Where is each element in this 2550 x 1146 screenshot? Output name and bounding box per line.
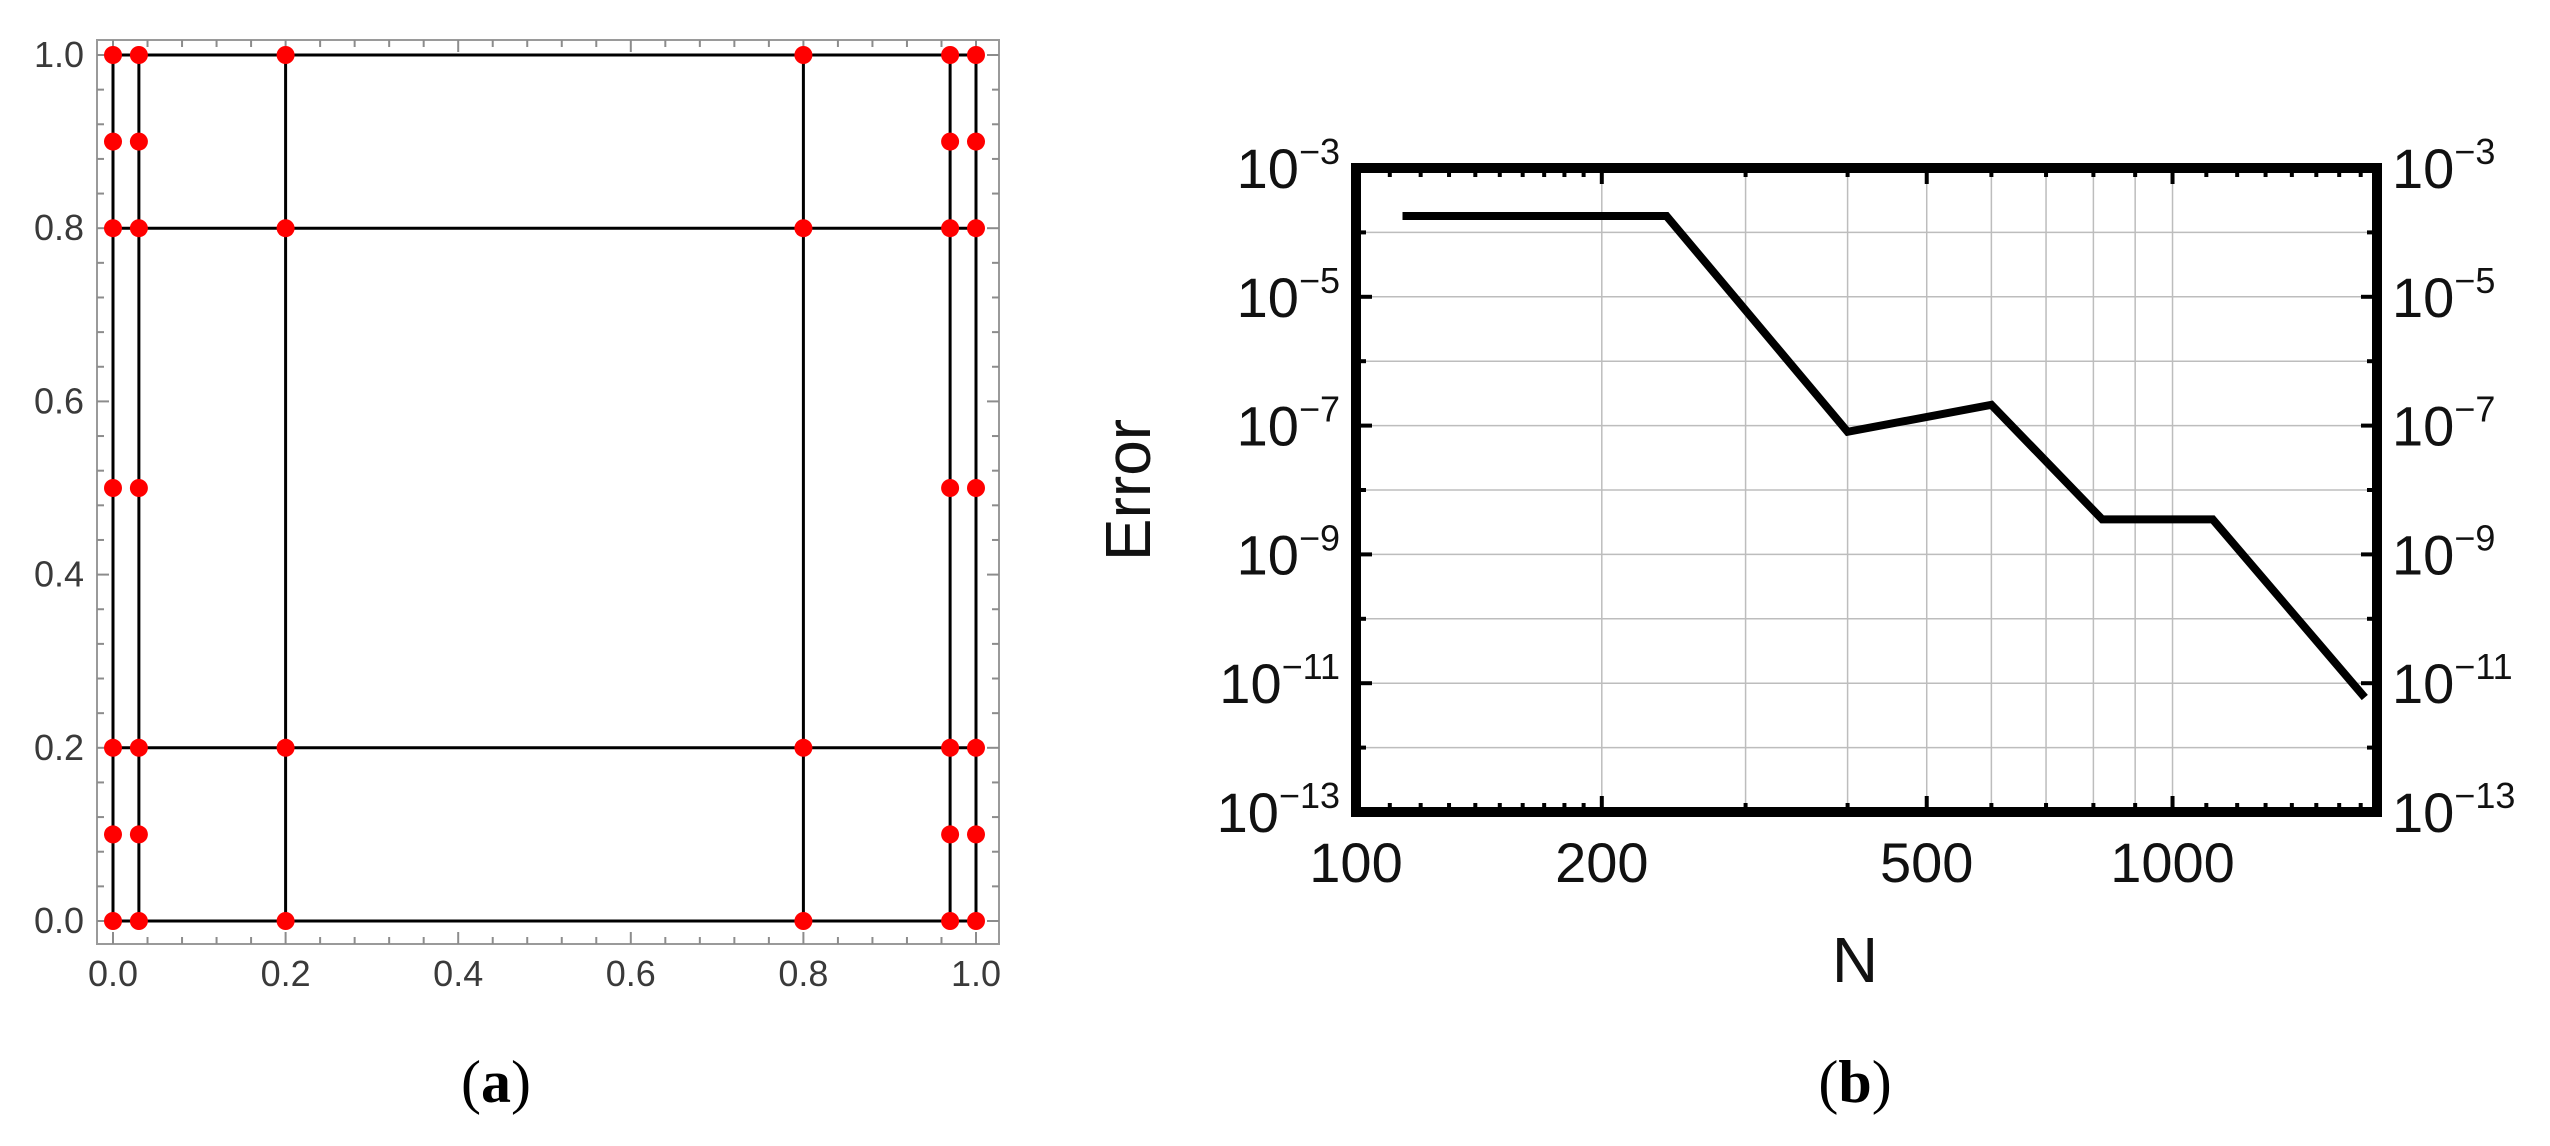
- panel-b-x-tick-label: 200: [1555, 831, 1648, 894]
- panel-a-mesh-point: [276, 738, 295, 757]
- panel-a-mesh-point: [104, 912, 122, 930]
- panel-a-minor-ticks: [97, 40, 999, 944]
- panel-b-y-tick-label-right: 10−7: [2392, 389, 2495, 458]
- panel-a-mesh-point: [129, 825, 148, 844]
- panel-b-x-axis-label: N: [1832, 924, 1878, 996]
- panel-a-mesh-point: [129, 738, 148, 757]
- panel-b-y-tick-labels-left: 10−13 10−11 10−9 10−7 10−5 10−3: [1217, 131, 1340, 844]
- panel-a-x-tick-label: 0.2: [261, 953, 311, 994]
- panel-a-mesh-point: [941, 46, 960, 64]
- panel-b-y-tick-label-left: 10−3: [1237, 131, 1340, 200]
- panel-b-grid: [1356, 168, 2377, 812]
- panel-a-mesh-point: [104, 219, 122, 238]
- panel-a-mesh-lines: [111, 53, 978, 923]
- panel-b-label: (b): [1818, 1049, 1891, 1115]
- panel-b-x-tick-label: 100: [1309, 831, 1402, 894]
- panel-a-label: (a): [461, 1049, 531, 1115]
- panel-a-y-tick-label: 0.6: [34, 380, 84, 421]
- panel-a-y-tick-label: 0.0: [34, 900, 84, 941]
- panel-b-y-tick-label-left: 10−7: [1237, 389, 1340, 458]
- panel-a-x-tick-label: 0.4: [433, 953, 483, 994]
- panel-a-mesh-point: [104, 46, 122, 64]
- panel-b-y-tick-label-left: 10−9: [1237, 517, 1340, 586]
- panel-a-mesh-point: [129, 479, 148, 497]
- panel-a-mesh-point: [129, 219, 148, 238]
- panel-a-y-tick-label: 0.4: [34, 554, 84, 595]
- panel-b-y-tick-label-right: 10−9: [2392, 517, 2495, 586]
- panel-a-mesh-point: [967, 912, 985, 930]
- panel-a-mesh-point: [967, 825, 985, 844]
- panel-a-mesh-point: [967, 132, 985, 151]
- panel-a-y-tick-label: 0.2: [34, 727, 84, 768]
- panel-a-mesh-point: [104, 132, 122, 151]
- panel-b-y-axis-label: Error: [1092, 419, 1164, 561]
- panel-a-x-tick-labels: 0.0 0.2 0.4 0.6 0.8 1.0: [88, 953, 1001, 994]
- panel-a-mesh-point: [129, 46, 148, 64]
- panel-a-mesh-point: [276, 219, 295, 238]
- panel-a-mesh-point: [104, 738, 122, 757]
- panel-a-mesh-point: [794, 738, 813, 757]
- panel-a-x-tick-label: 0.6: [606, 953, 656, 994]
- panel-a-mesh-point: [941, 825, 960, 844]
- panel-a-mesh-point: [794, 46, 813, 64]
- panel-b-x-tick-label: 500: [1880, 831, 1973, 894]
- panel-a-mesh-plot: 0.0 0.2 0.4 0.6 0.8 1.0 0.0 0.2 0.4 0.6 0.8 1.0 (a…: [34, 34, 1001, 1115]
- panel-b-y-tick-label-left: 10−5: [1237, 260, 1340, 329]
- panel-a-mesh-point: [941, 738, 960, 757]
- panel-a-y-tick-label: 0.8: [34, 207, 84, 248]
- panel-a-mesh-point: [104, 479, 122, 497]
- panel-b-y-tick-label-left: 10−11: [1219, 646, 1340, 715]
- panel-a-mesh-point: [967, 46, 985, 64]
- panel-a-mesh-point: [967, 479, 985, 497]
- panel-a-mesh-point: [967, 738, 985, 757]
- panel-b-y-tick-label-right: 10−13: [2392, 775, 2515, 844]
- panel-a-mesh-point: [276, 912, 295, 930]
- panel-a-mesh-point: [941, 912, 960, 930]
- panel-a-x-tick-label: 0.0: [88, 953, 138, 994]
- panel-a-mesh-point: [104, 825, 122, 844]
- panel-a-x-tick-label: 0.8: [778, 953, 828, 994]
- panel-a-y-tick-label: 1.0: [34, 34, 84, 75]
- panel-b-frame: [1351, 163, 2382, 817]
- panel-a-mesh-point: [794, 912, 813, 930]
- panel-b-y-tick-label-right: 10−11: [2392, 646, 2513, 715]
- panel-a-y-tick-labels: 0.0 0.2 0.4 0.6 0.8 1.0: [34, 34, 84, 941]
- panel-b-error-series: [1402, 212, 2368, 701]
- panel-a-mesh-point: [941, 479, 960, 497]
- panel-b-y-tick-label-left: 10−13: [1217, 775, 1340, 844]
- panel-b-error-plot: 100 200 500 1000 10−13 10−11 10−9 10−7 10−5 10−3…: [1092, 131, 2515, 1115]
- panel-a-mesh-points: [104, 46, 985, 930]
- panel-b-x-tick-labels: 100 200 500 1000: [1309, 831, 2235, 894]
- panel-a-mesh-point: [941, 132, 960, 151]
- panel-a-mesh-point: [941, 219, 960, 238]
- panel-a-mesh-point: [276, 46, 295, 64]
- panel-a-mesh-point: [967, 219, 985, 238]
- panel-b-y-tick-label-right: 10−3: [2392, 131, 2495, 200]
- panel-b-x-tick-label: 1000: [2110, 831, 2235, 894]
- panel-a-mesh-point: [794, 219, 813, 238]
- panel-a-mesh-point: [129, 912, 148, 930]
- panel-b-y-tick-labels-right: 10−13 10−11 10−9 10−7 10−5 10−3: [2392, 131, 2515, 844]
- panel-a-mesh-point: [129, 132, 148, 151]
- panel-b-y-tick-label-right: 10−5: [2392, 260, 2495, 329]
- panel-a-x-tick-label: 1.0: [951, 953, 1001, 994]
- panel-a-frame: [96, 39, 1000, 945]
